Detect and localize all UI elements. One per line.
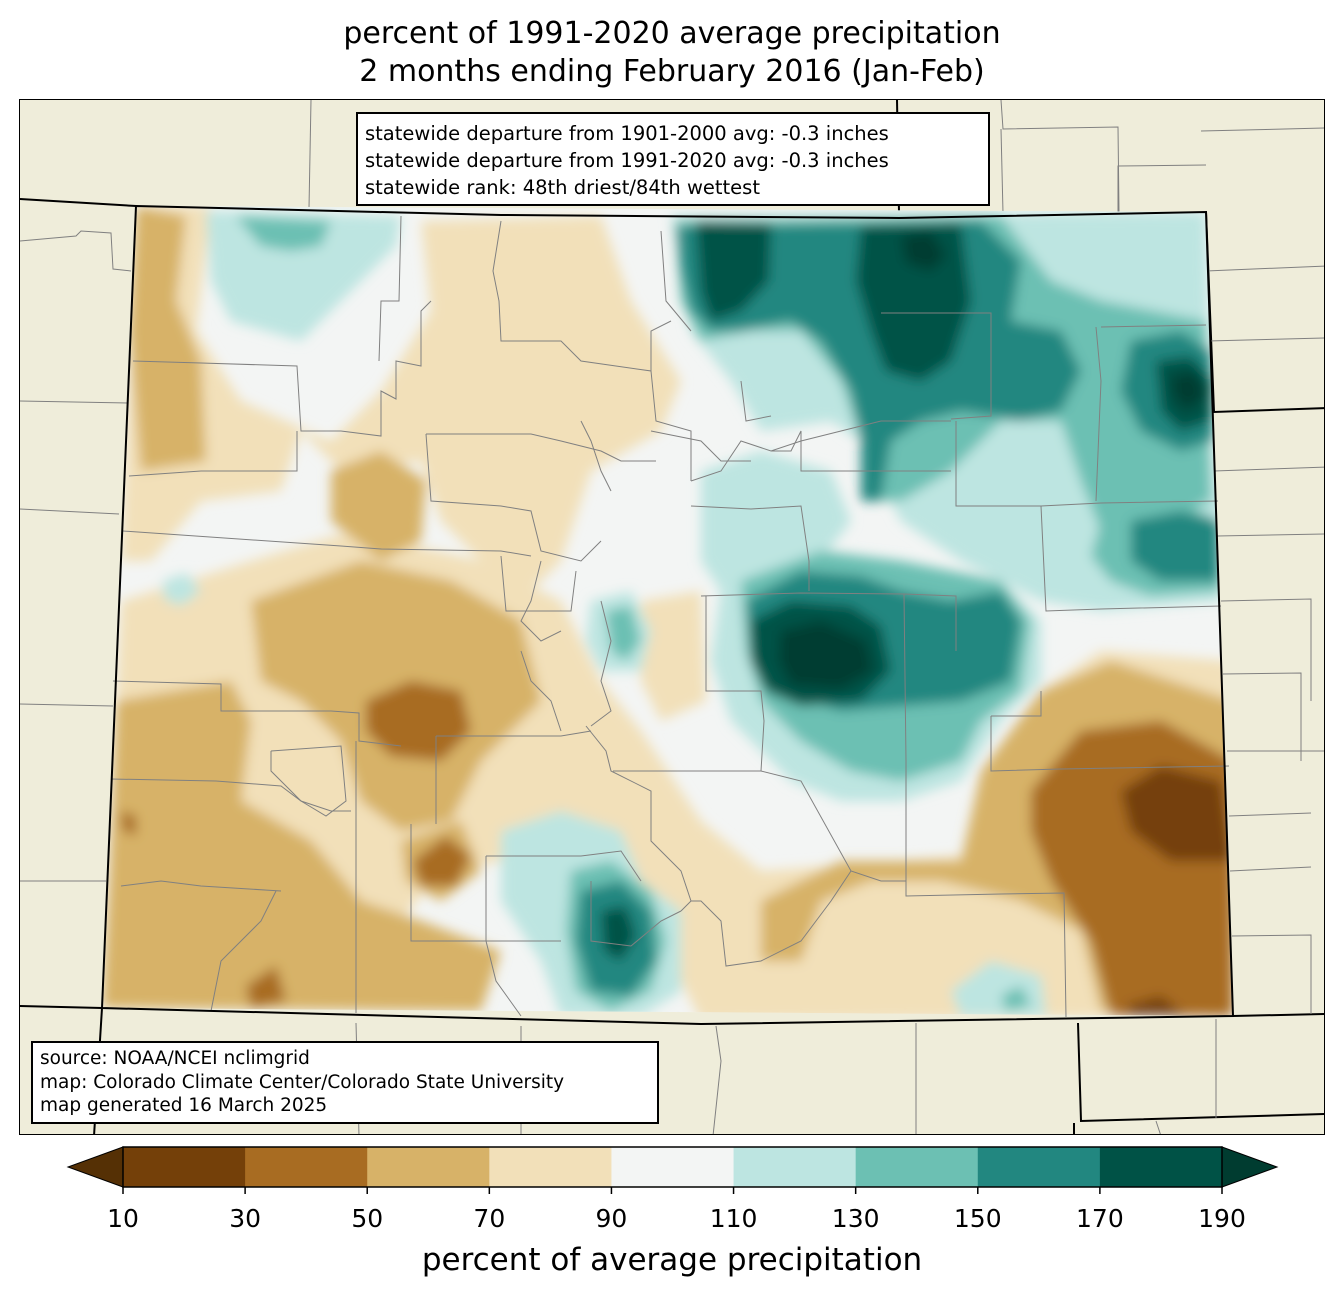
colorbar-tick-label: 190	[1198, 1204, 1246, 1233]
colorado-border	[100, 204, 1235, 1026]
colorbar-tick-label: 130	[831, 1204, 880, 1233]
colorbar-segment	[1099, 1147, 1223, 1187]
map-title-line1: percent of 1991-2020 average precipitati…	[343, 16, 1001, 51]
source-data: source: NOAA/NCEI nclimgrid	[40, 1048, 310, 1069]
colorbar-segment	[611, 1147, 735, 1187]
colorbar-outline	[122, 1146, 1223, 1188]
map-panel	[19, 99, 1325, 1135]
stats-rank: statewide rank: 48th driest/84th wettest	[365, 176, 760, 199]
colorbar-segment	[489, 1147, 612, 1187]
colorbar-tick-label: 70	[473, 1204, 506, 1233]
stats-departure-1901-2000: statewide departure from 1901-2000 avg: …	[365, 122, 889, 145]
colorbar-tick-label: 30	[229, 1204, 262, 1233]
colorbar-label: percent of average precipitation	[421, 1242, 923, 1278]
colorbar-tick-label: 110	[709, 1204, 758, 1233]
colorbar-segment	[123, 1147, 246, 1187]
source-map-credit: map: Colorado Climate Center/Colorado St…	[40, 1071, 565, 1093]
precipitation-field	[102, 206, 1233, 1016]
colorbar-tick-label: 170	[1076, 1204, 1124, 1233]
colorbar-segment	[733, 1147, 857, 1187]
county-lines	[110, 215, 1230, 1018]
colorbar-tick-label: 10	[107, 1204, 139, 1233]
map-title-line2: 2 months ending February 2016 (Jan-Feb)	[359, 54, 985, 89]
colorbar	[66, 1146, 1279, 1194]
statewide-stats-box: statewide departure from 1901-2000 avg: …	[356, 112, 990, 206]
colorbar-tick-label: 90	[595, 1204, 628, 1233]
source-box: source: NOAA/NCEI nclimgrid map: Colorad…	[31, 1041, 659, 1124]
source-generated-date: map generated 16 March 2025	[40, 1095, 328, 1116]
colorbar-tick-label: 150	[953, 1204, 1002, 1233]
precipitation-map	[20, 100, 1324, 1134]
colorbar-tick-label: 50	[351, 1204, 384, 1233]
colorbar-segment	[245, 1147, 368, 1187]
colorbar-segment	[977, 1147, 1101, 1187]
stats-departure-1991-2020: statewide departure from 1991-2020 avg: …	[365, 149, 889, 172]
colorbar-under-arrow	[66, 1146, 124, 1188]
colorbar-segment	[855, 1147, 979, 1187]
colorbar-segment	[367, 1147, 490, 1187]
colorbar-over-arrow	[1221, 1146, 1279, 1188]
